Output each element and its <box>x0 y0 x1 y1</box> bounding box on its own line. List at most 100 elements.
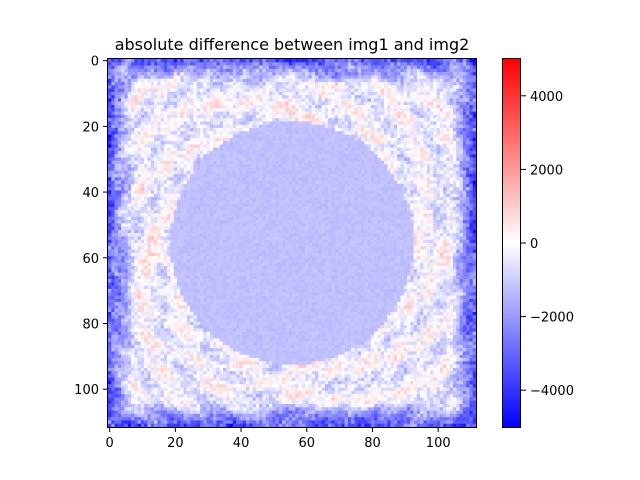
heatmap-cell <box>239 108 243 112</box>
heatmap-cell <box>275 141 280 145</box>
heatmap-cell <box>213 151 217 155</box>
heatmap-cell <box>430 160 434 165</box>
heatmap-cell <box>361 101 365 106</box>
heatmap-cell <box>147 98 151 102</box>
heatmap-cell <box>393 160 398 165</box>
heatmap-cell <box>374 98 378 102</box>
heatmap-cell <box>131 78 135 83</box>
heatmap-cell <box>295 157 299 162</box>
heatmap-cell <box>154 157 158 162</box>
heatmap-cell <box>397 154 401 158</box>
heatmap-cell <box>160 114 165 119</box>
heatmap-cell <box>420 200 424 204</box>
heatmap-cell <box>108 114 112 119</box>
heatmap-cell <box>407 121 411 125</box>
heatmap-cell <box>180 88 184 93</box>
heatmap-cell <box>236 121 240 125</box>
heatmap-cell <box>170 59 174 63</box>
heatmap-cell <box>390 164 395 168</box>
heatmap-cell <box>219 82 224 86</box>
heatmap-cell <box>140 105 145 109</box>
heatmap-cell <box>328 128 332 132</box>
heatmap-cell <box>239 65 243 70</box>
heatmap-cell <box>364 134 368 139</box>
heatmap-cell <box>420 59 424 63</box>
heatmap-cell <box>163 121 168 125</box>
heatmap-cell <box>232 121 237 125</box>
heatmap-cell <box>361 98 365 102</box>
heatmap-cell <box>196 154 201 158</box>
heatmap-cell <box>436 190 441 194</box>
heatmap-cell <box>321 101 326 106</box>
heatmap-cell <box>292 91 296 96</box>
heatmap-cell <box>387 190 391 194</box>
heatmap-cell <box>308 118 312 122</box>
heatmap-cell <box>374 167 378 171</box>
heatmap-cell <box>117 190 122 194</box>
heatmap-cell <box>190 170 194 175</box>
heatmap-cell <box>446 82 450 86</box>
heatmap-cell <box>469 72 473 76</box>
heatmap-cell <box>137 160 142 165</box>
heatmap-cell <box>157 114 161 119</box>
heatmap-cell <box>282 137 286 142</box>
heatmap-cell <box>206 118 211 122</box>
heatmap-cell <box>311 187 316 191</box>
heatmap-cell <box>288 137 293 142</box>
heatmap-cell <box>311 164 316 168</box>
heatmap-cell <box>200 128 204 132</box>
heatmap-cell <box>344 101 349 106</box>
heatmap-cell <box>177 134 181 139</box>
heatmap-cell <box>466 65 470 70</box>
heatmap-cell <box>393 59 398 63</box>
heatmap-cell <box>436 187 441 191</box>
heatmap-cell <box>226 65 230 70</box>
heatmap-cell <box>285 105 289 109</box>
heatmap-cell <box>439 65 444 70</box>
heatmap-cell <box>295 121 299 125</box>
heatmap-cell <box>229 128 234 132</box>
heatmap-cell <box>466 62 470 66</box>
heatmap-cell <box>377 105 381 109</box>
heatmap-cell <box>301 180 306 185</box>
heatmap-cell <box>108 72 112 76</box>
heatmap-cell <box>206 134 211 139</box>
heatmap-cell <box>324 95 329 99</box>
heatmap-cell <box>223 167 227 171</box>
heatmap-cell <box>121 203 125 208</box>
heatmap-cell <box>177 128 181 132</box>
heatmap-cell <box>347 91 352 96</box>
heatmap-cell <box>374 134 378 139</box>
heatmap-cell <box>223 85 227 89</box>
heatmap-cell <box>426 144 431 148</box>
heatmap-cell <box>236 144 240 148</box>
heatmap-cell <box>407 59 411 63</box>
heatmap-cell <box>410 78 414 83</box>
heatmap-cell <box>416 141 421 145</box>
heatmap-cell <box>416 183 421 188</box>
heatmap-cell <box>443 180 447 185</box>
heatmap-cell <box>223 82 227 86</box>
heatmap-cell <box>469 98 473 102</box>
heatmap-cell <box>117 200 122 204</box>
heatmap-cell <box>390 193 395 198</box>
heatmap-cell <box>140 114 145 119</box>
heatmap-cell <box>318 88 322 93</box>
heatmap-cell <box>193 131 197 135</box>
heatmap-cell <box>324 85 329 89</box>
heatmap-cell <box>338 59 342 63</box>
heatmap-cell <box>124 170 128 175</box>
heatmap-cell <box>305 68 309 73</box>
heatmap-cell <box>308 68 312 73</box>
heatmap-cell <box>446 68 450 73</box>
heatmap-cell <box>239 174 243 178</box>
heatmap-cell <box>351 88 355 93</box>
heatmap-cell <box>114 134 119 139</box>
heatmap-cell <box>114 190 119 194</box>
heatmap-cell <box>472 160 477 165</box>
heatmap-cell <box>121 137 125 142</box>
heatmap-cell <box>341 118 345 122</box>
heatmap-cell <box>108 197 112 201</box>
heatmap-cell <box>282 95 286 99</box>
heatmap-cell <box>209 72 214 76</box>
